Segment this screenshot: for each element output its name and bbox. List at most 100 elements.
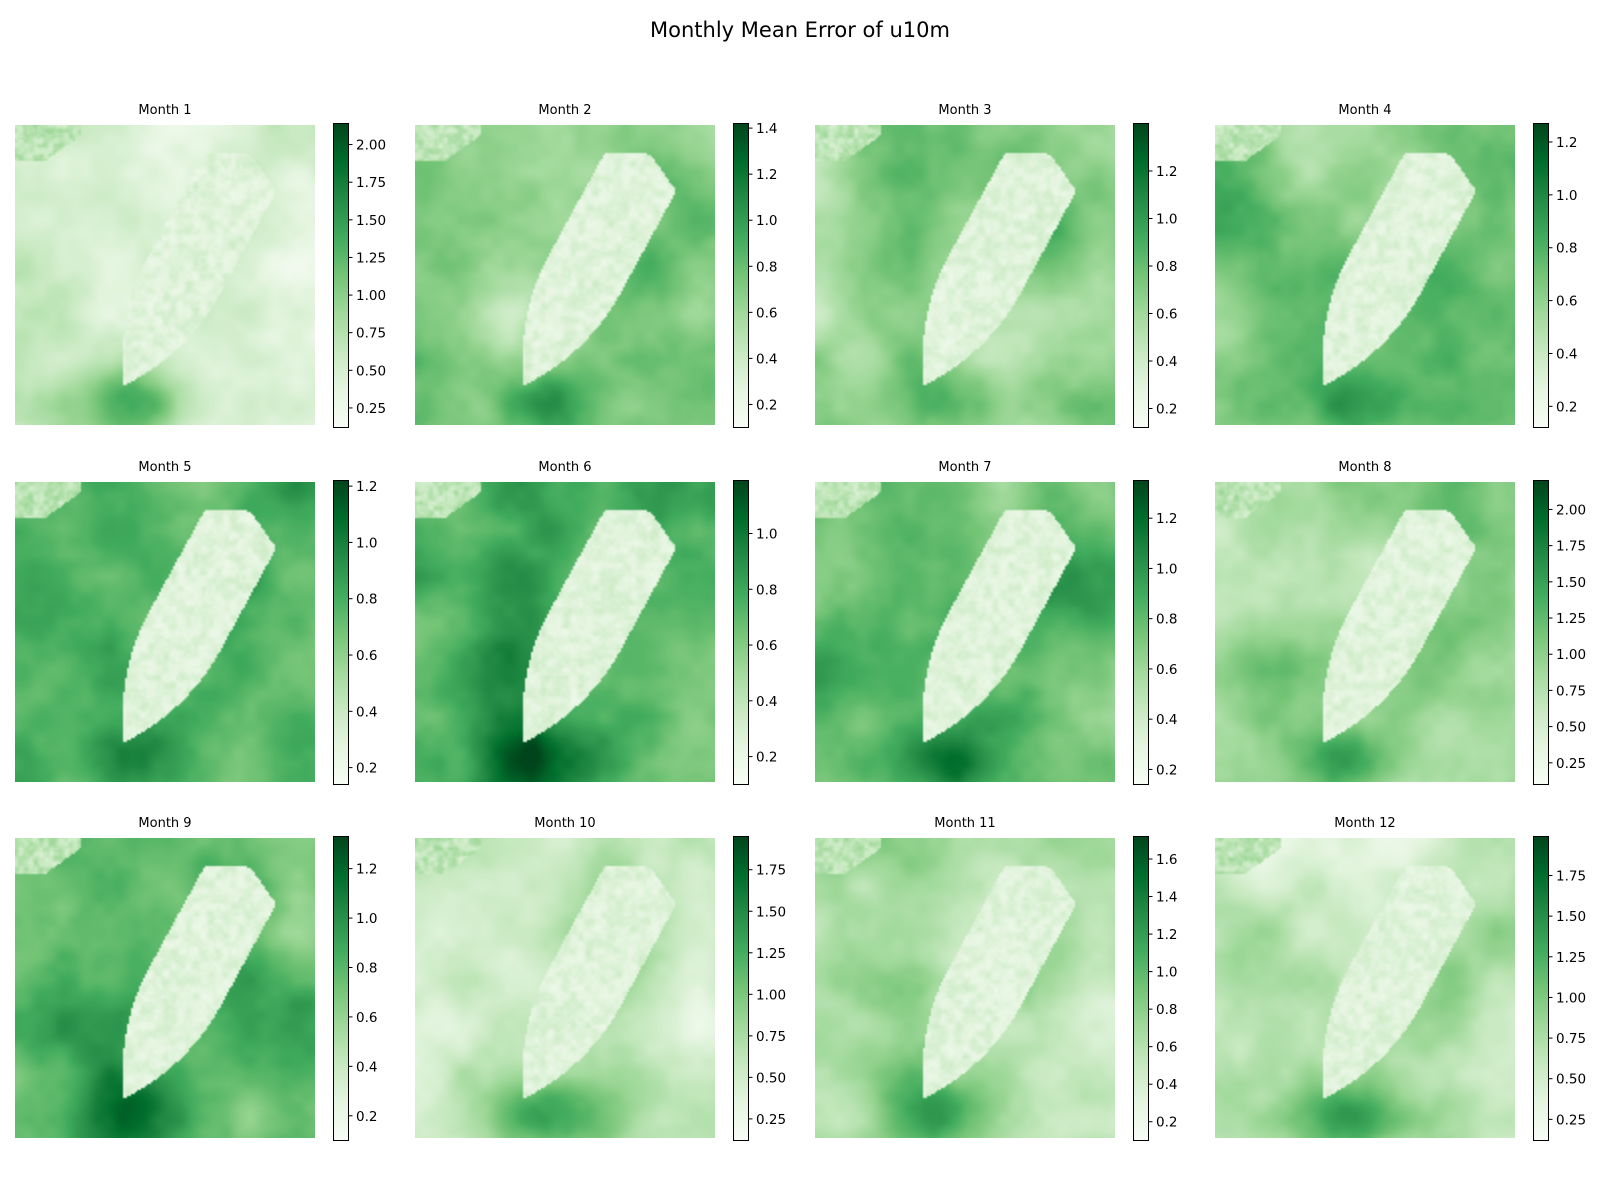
colorbar-tick-label: 0.8 — [756, 582, 777, 598]
colorbar-tick-label: 0.2 — [356, 761, 377, 777]
colorbar-tick-label: 0.50 — [356, 363, 386, 379]
colorbar-tick-label: 1.25 — [1556, 611, 1586, 627]
colorbar-tick-label: 0.4 — [356, 704, 377, 720]
heatmap-image — [815, 838, 1115, 1138]
heatmap-image — [415, 125, 715, 425]
panel-title: Month 3 — [938, 103, 992, 118]
colorbar-tick-label: 0.75 — [756, 1029, 786, 1045]
colorbar-tick-label: 0.8 — [1156, 259, 1177, 275]
colorbar-tick-label: 1.00 — [756, 987, 786, 1003]
colorbar-tick-label: 1.6 — [1156, 852, 1177, 868]
colorbar-tick-label: 1.0 — [756, 213, 777, 229]
colorbar-tick-label: 0.4 — [1156, 1077, 1177, 1093]
colorbar-tick-label: 0.25 — [1556, 756, 1586, 772]
colorbar-tick-label: 0.50 — [756, 1070, 786, 1086]
colorbar-tick-label: 1.0 — [1156, 965, 1177, 981]
colorbar-tick-label: 1.75 — [1556, 869, 1586, 885]
colorbar-tick-label: 0.6 — [1156, 1040, 1177, 1056]
colorbar-tick-label: 0.75 — [1556, 1031, 1586, 1047]
colorbar-tick-label: 1.2 — [1156, 927, 1177, 943]
colorbar-gradient — [733, 836, 749, 1141]
colorbar-tick-label: 1.75 — [1556, 539, 1586, 555]
colorbar-tick-label: 0.4 — [356, 1059, 377, 1075]
colorbar-tick-label: 0.75 — [356, 326, 386, 342]
colorbar: 0.2 0.4 0.6 0.8 1.0 1.2 — [1133, 123, 1177, 428]
heatmap-image — [1215, 838, 1515, 1138]
colorbar-gradient — [1533, 836, 1549, 1141]
heatmap-image — [815, 482, 1115, 782]
heatmap-image — [15, 838, 315, 1138]
colorbar-tick-label: 1.50 — [756, 904, 786, 920]
colorbar: 0.25 0.50 0.75 1.00 1.25 1.50 1.75 — [1533, 836, 1586, 1141]
colorbar: 0.2 0.4 0.6 0.8 1.0 1.2 — [1533, 123, 1577, 428]
colorbar-tick-label: 0.4 — [756, 694, 777, 710]
heatmap-image — [1215, 482, 1515, 782]
colorbar-tick-label: 0.25 — [1556, 1112, 1586, 1128]
colorbar-tick-label: 1.2 — [756, 167, 777, 183]
panel-title: Month 12 — [1334, 816, 1396, 831]
colorbar-tick-label: 0.8 — [1556, 241, 1577, 257]
colorbar-tick-label: 0.25 — [756, 1112, 786, 1128]
colorbar: 0.25 0.50 0.75 1.00 1.25 1.50 1.75 2.00 — [333, 123, 386, 428]
colorbar-tick-label: 1.2 — [356, 479, 377, 495]
colorbar-tick-label: 0.2 — [1156, 402, 1177, 418]
colorbar-tick-label: 1.2 — [1156, 164, 1177, 180]
colorbar-tick-label: 0.50 — [1556, 720, 1586, 736]
colorbar-tick-label: 0.6 — [1156, 662, 1177, 678]
colorbar-tick-label: 0.75 — [1556, 683, 1586, 699]
colorbar-tick-label: 1.50 — [356, 213, 386, 229]
colorbar-tick-label: 0.4 — [1156, 712, 1177, 728]
colorbar-tick-label: 0.8 — [756, 259, 777, 275]
colorbar: 0.2 0.4 0.6 0.8 1.0 1.2 1.4 — [733, 121, 777, 428]
colorbar-tick-label: 1.2 — [1156, 511, 1177, 527]
colorbar-tick-label: 0.2 — [756, 397, 777, 413]
colorbar-tick-label: 1.75 — [356, 175, 386, 191]
heatmap-image — [15, 482, 315, 782]
colorbar-tick-label: 1.0 — [356, 535, 377, 551]
colorbar: 0.25 0.50 0.75 1.00 1.25 1.50 1.75 2.00 — [1533, 480, 1586, 785]
colorbar-tick-label: 0.6 — [356, 648, 377, 664]
colorbar-tick-label: 0.50 — [1556, 1072, 1586, 1088]
colorbar-tick-label: 1.25 — [756, 946, 786, 962]
colorbar-tick-label: 0.6 — [1156, 307, 1177, 323]
colorbar-tick-label: 1.0 — [1156, 212, 1177, 228]
heatmap-image — [415, 482, 715, 782]
panel-title: Month 11 — [934, 816, 996, 831]
colorbar-tick-label: 0.8 — [1156, 612, 1177, 628]
colorbar-gradient — [1133, 836, 1149, 1141]
colorbar-gradient — [1133, 123, 1149, 428]
panel-title: Month 9 — [138, 816, 192, 831]
colorbar-tick-label: 0.8 — [1156, 1002, 1177, 1018]
colorbar-gradient — [333, 836, 349, 1141]
colorbar-tick-label: 0.6 — [356, 1010, 377, 1026]
colorbar-tick-label: 1.0 — [1156, 561, 1177, 577]
heatmap-image — [415, 838, 715, 1138]
colorbar: 0.2 0.4 0.6 0.8 1.0 — [733, 480, 777, 785]
colorbar: 0.2 0.4 0.6 0.8 1.0 1.2 — [333, 479, 377, 785]
colorbar-gradient — [733, 480, 749, 785]
colorbar-tick-label: 1.2 — [1556, 135, 1577, 151]
panel-title: Month 2 — [538, 103, 592, 118]
colorbar-tick-label: 1.00 — [356, 288, 386, 304]
panel-title: Month 5 — [138, 460, 192, 475]
colorbar-tick-label: 0.4 — [756, 351, 777, 367]
colorbar-tick-label: 2.00 — [1556, 502, 1586, 518]
colorbar-tick-label: 0.4 — [1156, 354, 1177, 370]
panel-title: Month 8 — [1338, 460, 1392, 475]
heatmap-image — [15, 125, 315, 425]
heatmap-image — [1215, 125, 1515, 425]
colorbar: 0.25 0.50 0.75 1.00 1.25 1.50 1.75 — [733, 836, 786, 1141]
colorbar-gradient — [733, 123, 749, 428]
colorbar-tick-label: 1.75 — [756, 863, 786, 879]
colorbar-tick-label: 0.8 — [356, 592, 377, 608]
colorbar-tick-label: 1.50 — [1556, 575, 1586, 591]
colorbar-gradient — [333, 123, 349, 428]
colorbar: 0.2 0.4 0.6 0.8 1.0 1.2 1.4 1.6 — [1133, 836, 1177, 1141]
colorbar-tick-label: 1.2 — [356, 862, 377, 878]
panel-title: Month 7 — [938, 460, 992, 475]
colorbar-gradient — [1133, 480, 1149, 785]
colorbar-tick-label: 0.6 — [1556, 294, 1577, 310]
colorbar-tick-label: 0.4 — [1556, 346, 1577, 362]
colorbar-tick-label: 2.00 — [356, 138, 386, 154]
